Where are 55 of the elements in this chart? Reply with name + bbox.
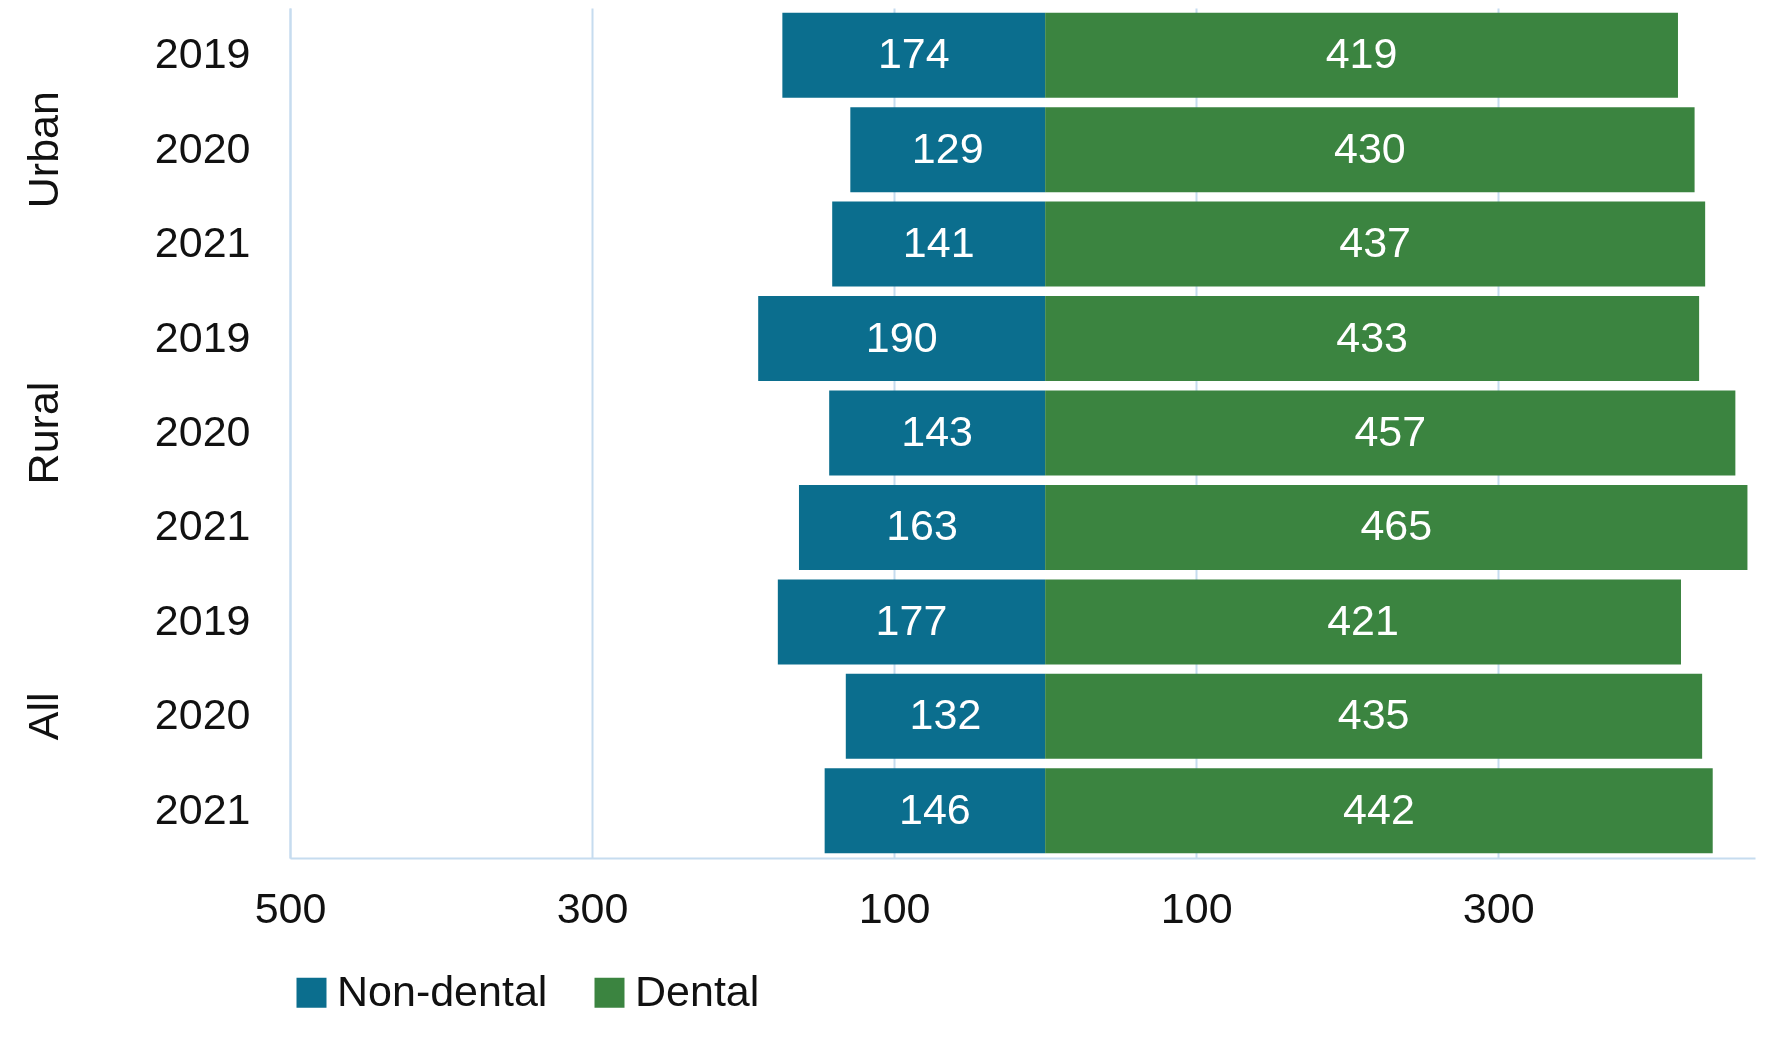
bar	[1045, 201, 1706, 287]
bar	[1045, 390, 1736, 476]
bar	[798, 484, 1046, 570]
y-tick-label: 2020	[154, 690, 251, 739]
data-label: 146	[899, 784, 971, 833]
legend-label: Non-dental	[337, 966, 548, 1015]
bar	[845, 673, 1046, 759]
data-label: 190	[865, 312, 938, 361]
x-tick-label: 500	[254, 883, 327, 932]
y-tick-label: 2020	[154, 123, 251, 172]
bar	[824, 768, 1046, 854]
text: Rural	[19, 381, 67, 485]
data-label: 163	[886, 501, 958, 550]
data-label: 129	[911, 123, 984, 172]
data-label: 143	[901, 407, 974, 455]
bar	[1045, 579, 1681, 665]
bar	[832, 201, 1046, 287]
text: Urban	[19, 91, 67, 209]
data-label: 457	[1354, 407, 1427, 455]
bar	[758, 296, 1046, 382]
data-label: 132	[909, 690, 982, 739]
y-tick-label: 2019	[154, 312, 251, 361]
bar	[850, 107, 1046, 193]
legend-label: Dental	[635, 966, 760, 1015]
x-tick-label: 300	[556, 883, 629, 932]
bar	[1045, 484, 1748, 570]
bar	[1045, 673, 1703, 759]
y-tick-label: 2021	[154, 784, 251, 833]
bar	[1045, 107, 1695, 193]
bar	[1045, 12, 1678, 98]
x-tick-label: 100	[858, 883, 931, 932]
data-label: 465	[1360, 501, 1433, 550]
x-tick-label: 300	[1462, 883, 1535, 932]
bar	[1045, 768, 1713, 854]
data-label: 141	[902, 218, 975, 267]
data-label: 419	[1325, 29, 1398, 78]
y-tick-label: 2021	[154, 501, 251, 550]
y-tick-label: 2020	[154, 407, 251, 455]
y-tick-label: 2019	[154, 29, 251, 78]
data-label: 437	[1339, 218, 1412, 267]
data-label: 174	[877, 29, 950, 78]
data-label: 430	[1334, 123, 1406, 172]
bar	[777, 579, 1046, 665]
bar	[782, 12, 1046, 98]
y-tick-label: 2021	[154, 218, 251, 267]
y-tick-label: 2019	[154, 595, 251, 644]
data-label: 421	[1327, 595, 1399, 644]
bar	[829, 390, 1046, 476]
x-tick-label: 100	[1160, 883, 1233, 932]
data-label: 435	[1337, 690, 1410, 739]
bar	[1045, 296, 1700, 382]
text: All	[19, 692, 67, 741]
data-label: 433	[1336, 312, 1409, 361]
data-label: 442	[1343, 784, 1415, 833]
data-label: 177	[875, 595, 948, 644]
